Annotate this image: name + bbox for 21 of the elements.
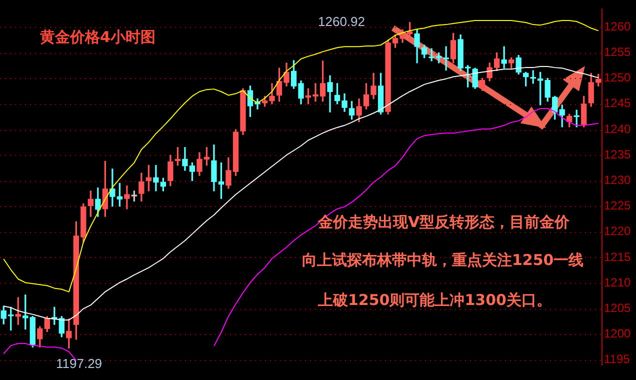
y-tick-label: 1215 [604, 250, 632, 264]
y-tick-label: 1210 [604, 275, 632, 290]
y-tick-label: 1195 [604, 352, 630, 366]
y-tick-label: 1250 [604, 70, 632, 85]
y-tick-label: 1225 [604, 198, 632, 213]
y-tick-label: 1235 [604, 147, 632, 162]
y-tick-label: 1230 [604, 173, 632, 188]
annotation: 金价走势出现V型反转形态，目前金价 [318, 213, 570, 232]
y-tick-label: 1255 [604, 45, 632, 60]
annotation: 1260.92 [318, 14, 365, 29]
candlestick [124, 185, 130, 210]
annotation: 上破1250则可能上冲1300关口。 [318, 291, 552, 310]
y-tick-label: 1200 [604, 326, 632, 341]
y-tick-label: 1240 [604, 122, 632, 136]
y-tick-label: 1245 [604, 96, 632, 110]
annotation: 向上试探布林带中轨，重点关注1250一线 [302, 251, 584, 270]
text: 黄金价格4小时图 [40, 28, 156, 47]
y-tick-label: 1220 [604, 224, 632, 238]
y-tick-label: 1260 [604, 19, 632, 34]
annotation: 1197.29 [56, 356, 102, 371]
y-tick-label: 1205 [604, 301, 632, 315]
